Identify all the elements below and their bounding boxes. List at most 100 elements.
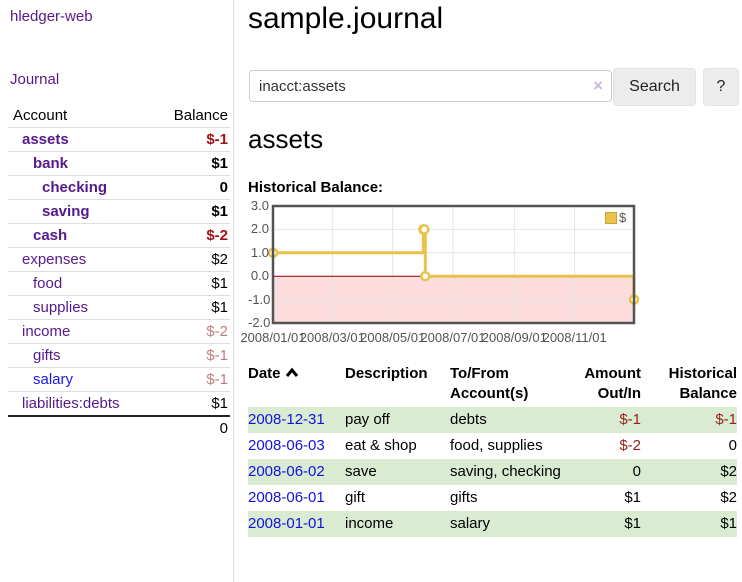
accounts-total-value: 0 [219,420,228,437]
y-axis-tick-label: 1.0 [250,244,269,260]
balance-column-header: Balance [173,107,228,124]
account-balance: $-1 [206,347,228,364]
account-link-liabilities-debts[interactable]: liabilities:debts [22,395,120,412]
account-link-checking[interactable]: checking [42,179,108,196]
transaction-accounts: food, supplies [450,437,543,454]
transaction-balance: $2 [720,489,737,506]
y-axis-tick-label: -1.0 [248,291,271,307]
account-row-checking: checking 0 [8,175,230,199]
account-link-salary[interactable]: salary [33,371,74,388]
account-row-income: income $-2 [8,319,230,343]
col-header-date[interactable]: Date [248,361,345,407]
account-link-supplies[interactable]: supplies [33,299,89,316]
search-button[interactable]: Search [613,68,696,106]
col-header-historical-balance: Historical Balance [668,365,737,402]
transaction-amount: $1 [624,489,641,506]
clear-search-icon[interactable]: × [593,76,603,95]
transaction-accounts: debts [450,411,487,428]
chart-canvas[interactable] [248,200,642,350]
account-row-expenses: expenses $2 [8,247,230,271]
account-row-supplies: supplies $1 [8,295,230,319]
account-row-cash: cash $-2 [8,223,230,247]
transaction-accounts: salary [450,515,491,532]
transaction-balance: $-1 [715,411,737,428]
register-table: Date Description To/From Account(s) Amoun… [248,361,737,537]
col-header-description: Description [345,365,428,382]
x-axis-tick-label: 2008/05/01 [360,330,426,345]
account-column-header: Account [13,107,68,124]
transaction-date-link[interactable]: 2008-06-01 [248,489,325,506]
account-balance: $1 [211,275,228,292]
register-row: 2008-06-01 gift gifts $1 $2 [248,485,737,511]
transaction-amount: 0 [632,463,641,480]
transaction-balance: 0 [728,437,737,454]
y-axis-tick-label: 3.0 [250,198,269,213]
account-link-cash[interactable]: cash [33,227,68,244]
account-balance: $1 [211,203,228,220]
account-balance: $-2 [206,227,228,244]
register-header-row: Date Description To/From Account(s) Amoun… [248,361,737,407]
y-axis-tick-label: 0.0 [250,268,269,284]
sort-ascending-icon [285,364,299,384]
account-row-saving: saving $1 [8,199,230,223]
account-link-expenses[interactable]: expenses [22,251,87,268]
help-button[interactable]: ? [703,68,739,106]
transaction-amount: $1 [624,515,641,532]
register-row: 2008-12-31 pay off debts $-1 $-1 [248,407,737,433]
legend-swatch-icon [605,211,617,224]
account-row-gifts: gifts $-1 [8,343,230,367]
col-header-tofrom: To/From Account(s) [450,365,529,402]
chart-legend: $ [605,210,626,225]
account-heading: assets [248,124,324,154]
account-row-salary: salary $-1 [8,367,230,391]
transaction-description: income [345,515,394,532]
sidebar-accounts-table: Account Balance assets $-1 bank $1 check… [8,104,230,440]
account-link-bank[interactable]: bank [33,155,69,172]
account-balance: $-2 [206,323,228,340]
transaction-amount: $-1 [619,411,641,428]
account-row-bank: bank $1 [8,151,230,175]
sidebar-divider [233,0,234,582]
app-brand-link[interactable]: hledger-web [10,8,93,25]
transaction-balance: $2 [720,463,737,480]
transaction-description: pay off [345,411,390,428]
register-row: 2008-06-03 eat & shop food, supplies $-2… [248,433,737,459]
x-axis-tick-label: 2008/11/01 [542,330,607,345]
x-axis-tick-label: 2008/01/01 [240,330,306,345]
search-bar: × [249,70,612,102]
search-input[interactable] [249,70,612,102]
transaction-accounts: saving, checking [450,463,561,480]
register-row: 2008-06-02 save saving, checking 0 $2 [248,459,737,485]
transaction-date-link[interactable]: 2008-12-31 [248,411,325,428]
transaction-description: eat & shop [345,437,417,454]
account-balance: $2 [211,251,228,268]
account-link-assets[interactable]: assets [22,131,69,148]
account-balance: $1 [211,395,228,412]
transaction-date-link[interactable]: 2008-01-01 [248,515,325,532]
historical-balance-chart[interactable]: $ 3.0 2.0 1.0 0.0 -1.0 -2.0 2008/01/01 2008/03/… [240,198,642,350]
account-link-food[interactable]: food [33,275,63,292]
account-link-saving[interactable]: saving [42,203,90,220]
transaction-date-link[interactable]: 2008-06-03 [248,437,325,454]
page-title: sample.journal [248,2,444,35]
account-row-assets: assets $-1 [8,127,230,151]
x-axis-tick-label: 2008/07/01 [420,330,486,345]
legend-label: $ [619,210,627,225]
accounts-header-row: Account Balance [8,104,230,127]
transaction-amount: $-2 [619,437,641,454]
accounts-total-row: 0 [8,415,230,440]
account-link-income[interactable]: income [22,323,71,340]
account-balance: $1 [211,155,228,172]
sidebar-item-journal[interactable]: Journal [10,71,60,88]
x-axis-tick-label: 2008/03/01 [299,330,365,345]
transaction-balance: $1 [720,515,737,532]
transaction-date-link[interactable]: 2008-06-02 [248,463,325,480]
account-link-gifts[interactable]: gifts [33,347,61,364]
account-row-food: food $1 [8,271,230,295]
account-balance: $-1 [206,371,228,388]
account-row-liabilities-debts: liabilities:debts $1 [8,391,230,415]
col-header-amount: Amount Out/In [584,365,641,402]
account-balance: $1 [211,299,228,316]
transaction-accounts: gifts [450,489,478,506]
account-balance: 0 [219,179,228,196]
